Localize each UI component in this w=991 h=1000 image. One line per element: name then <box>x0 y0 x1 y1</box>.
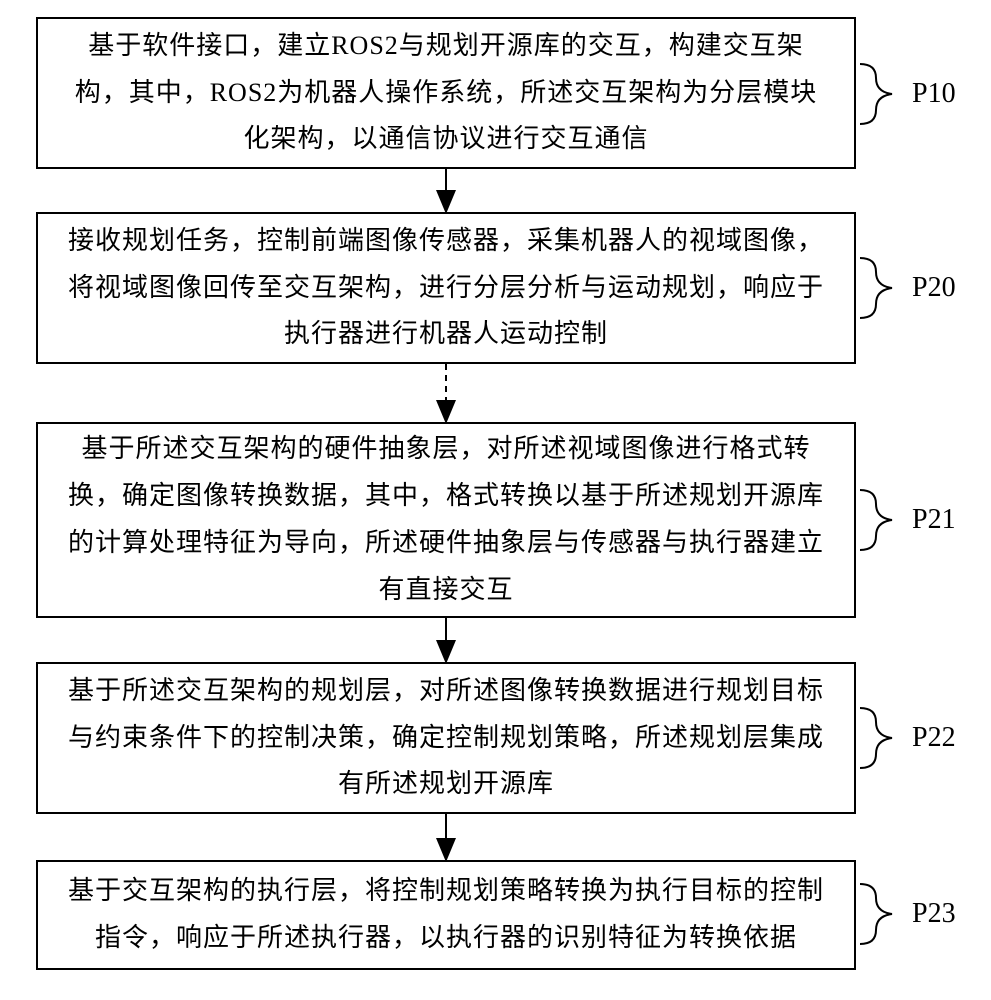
brace-icon <box>858 488 908 552</box>
step-label-p21: P21 <box>912 504 956 536</box>
step-text: 基于所述交互架构的规划层，对所述图像转换数据进行规划目标与约束条件下的控制决策，… <box>62 668 830 808</box>
step-label-p23: P23 <box>912 898 956 930</box>
step-box-p21: 基于所述交互架构的硬件抽象层，对所述视域图像进行格式转换，确定图像转换数据，其中… <box>36 422 856 618</box>
flowchart-canvas: 基于软件接口，建立ROS2与规划开源库的交互，构建交互架构，其中，ROS2为机器… <box>0 0 991 1000</box>
step-text: 基于软件接口，建立ROS2与规划开源库的交互，构建交互架构，其中，ROS2为机器… <box>62 23 830 163</box>
brace-icon <box>858 256 908 320</box>
step-label-p10: P10 <box>912 78 956 110</box>
step-box-p10: 基于软件接口，建立ROS2与规划开源库的交互，构建交互架构，其中，ROS2为机器… <box>36 17 856 169</box>
brace-icon <box>858 882 908 946</box>
step-box-p23: 基于交互架构的执行层，将控制规划策略转换为执行目标的控制指令，响应于所述执行器，… <box>36 860 856 970</box>
step-box-p20: 接收规划任务，控制前端图像传感器，采集机器人的视域图像，将视域图像回传至交互架构… <box>36 212 856 364</box>
step-label-p22: P22 <box>912 722 956 754</box>
step-box-p22: 基于所述交互架构的规划层，对所述图像转换数据进行规划目标与约束条件下的控制决策，… <box>36 662 856 814</box>
brace-icon <box>858 62 908 126</box>
step-label-p20: P20 <box>912 272 956 304</box>
step-text: 接收规划任务，控制前端图像传感器，采集机器人的视域图像，将视域图像回传至交互架构… <box>62 218 830 358</box>
brace-icon <box>858 706 908 770</box>
step-text: 基于所述交互架构的硬件抽象层，对所述视域图像进行格式转换，确定图像转换数据，其中… <box>62 426 830 613</box>
step-text: 基于交互架构的执行层，将控制规划策略转换为执行目标的控制指令，响应于所述执行器，… <box>62 868 830 962</box>
